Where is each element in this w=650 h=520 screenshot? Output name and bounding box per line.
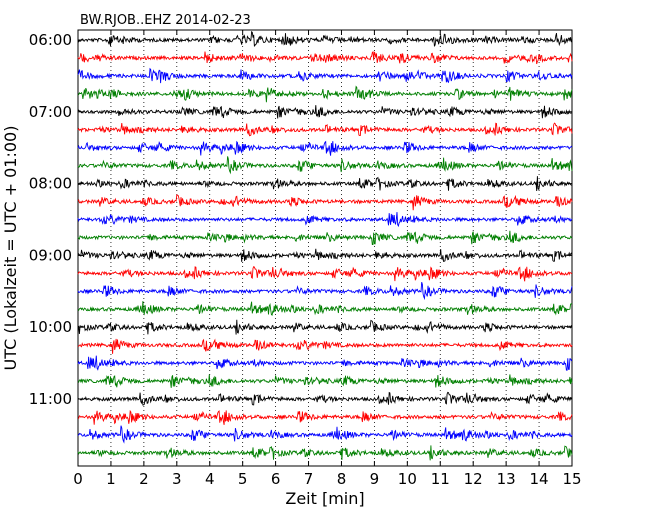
y-tick-label: 06:00	[29, 31, 72, 49]
x-tick-label: 0	[73, 470, 83, 488]
x-tick-label: 9	[370, 470, 380, 488]
x-tick-label: 2	[139, 470, 149, 488]
seismic-trace	[77, 301, 573, 316]
seismic-trace	[77, 30, 573, 48]
chart-title: BW.RJOB..EHZ 2014-02-23	[80, 13, 251, 28]
x-tick-label: 6	[271, 470, 281, 488]
seismic-trace	[77, 319, 573, 335]
y-axis-ticks: 06:00 07:00 08:00 09:00 10:00 11:00	[29, 31, 572, 408]
seismic-trace	[77, 266, 573, 282]
x-tick-label: 14	[530, 470, 549, 488]
x-axis-ticks: 0 1 2 3 4 5 6 7 8 9 10 11 12 13 14 15	[73, 30, 582, 488]
y-tick-label: 07:00	[29, 103, 72, 121]
seismic-trace	[77, 445, 573, 461]
seismic-trace	[77, 85, 573, 103]
x-tick-label: 8	[337, 470, 347, 488]
x-tick-label: 3	[172, 470, 182, 488]
y-tick-label: 11:00	[29, 390, 72, 408]
seismic-trace	[77, 194, 573, 211]
seismic-trace	[77, 50, 573, 65]
seismic-trace	[77, 212, 573, 228]
y-tick-label: 08:00	[29, 175, 72, 193]
x-tick-label: 7	[304, 470, 314, 488]
seismic-trace	[77, 105, 573, 119]
x-tick-label: 11	[431, 470, 450, 488]
x-tick-label: 1	[106, 470, 116, 488]
seismic-trace	[77, 248, 573, 262]
x-tick-label: 10	[398, 470, 417, 488]
seismic-trace	[77, 338, 573, 354]
seismic-trace	[77, 391, 573, 406]
seismic-trace	[77, 281, 573, 301]
x-tick-label: 15	[562, 470, 581, 488]
seismic-trace	[77, 409, 573, 425]
x-tick-label: 5	[238, 470, 248, 488]
seismic-traces	[77, 30, 573, 461]
x-axis-label: Zeit [min]	[285, 489, 364, 508]
seismic-trace	[77, 355, 573, 371]
seismic-trace	[77, 176, 573, 192]
y-axis-label: UTC (Lokalzeit = UTC + 01:00)	[1, 126, 20, 371]
y-tick-label: 09:00	[29, 246, 72, 264]
x-tick-label: 13	[497, 470, 516, 488]
seismic-trace	[77, 230, 573, 245]
seismic-trace	[77, 374, 573, 388]
seismic-trace	[77, 425, 573, 444]
seismic-trace	[77, 122, 573, 137]
plot-frame	[77, 29, 573, 467]
x-gridlines	[110, 30, 540, 466]
x-tick-label: 4	[205, 470, 215, 488]
seismic-trace	[77, 156, 573, 175]
x-tick-label: 12	[464, 470, 483, 488]
seismic-trace	[77, 67, 573, 84]
seismic-trace	[77, 140, 573, 156]
y-tick-label: 10:00	[29, 318, 72, 336]
